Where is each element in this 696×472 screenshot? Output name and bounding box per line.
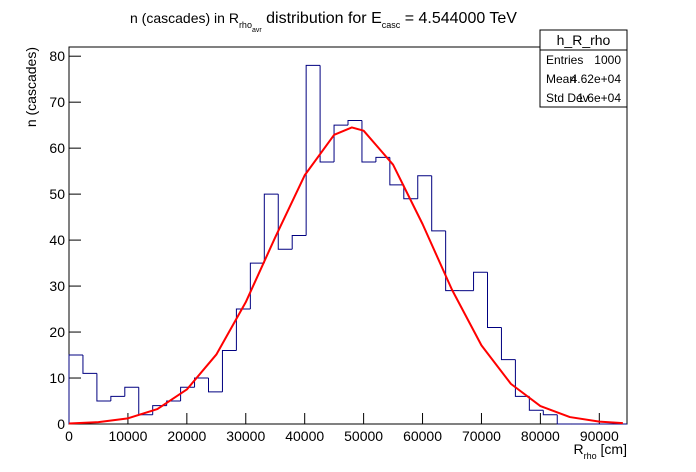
plot-frame (68, 46, 628, 425)
stats-value: 1000 (594, 53, 621, 67)
histogram-bin (82, 355, 97, 374)
y-tick-label: 80 (49, 48, 65, 64)
histogram-bin (291, 235, 307, 250)
histogram-bin (361, 120, 376, 163)
stats-label: Std Dev (546, 91, 589, 105)
x-tick-label: 60000 (403, 428, 442, 444)
histogram-bin (263, 193, 279, 264)
histogram-bin (431, 175, 446, 232)
histogram-bin (445, 230, 460, 292)
y-axis-label: n (cascades) (23, 47, 39, 127)
histogram-bin (235, 308, 251, 351)
title-part: distribution for E (262, 10, 382, 27)
x-tick-label: 90000 (580, 428, 619, 444)
y-tick-label: 40 (49, 232, 65, 248)
y-tick-label: 30 (49, 278, 65, 294)
histogram-bin (68, 354, 83, 424)
y-tick-label: 50 (49, 186, 65, 202)
title-part: = 4.544000 TeV (400, 10, 517, 27)
x-tick-label: 40000 (285, 428, 324, 444)
histogram-bin (194, 377, 209, 388)
stats-label: Mean (546, 72, 576, 86)
y-tick-label: 0 (57, 416, 65, 432)
histogram-bin (542, 410, 558, 416)
histogram-bin (305, 64, 321, 236)
stats-value: 1.6e+04 (577, 91, 621, 105)
histogram-bin (556, 414, 572, 425)
histogram-bin (208, 378, 223, 393)
x-label-part: R (574, 441, 584, 457)
histogram-bin (333, 124, 348, 162)
histogram-bin (277, 194, 293, 250)
x-tick-label: 50000 (344, 428, 383, 444)
histogram-bin (500, 327, 516, 361)
title-sub: casc (382, 20, 401, 30)
histogram-bin (487, 272, 502, 328)
title-part: n (cascades) in R (130, 10, 239, 26)
histogram-bin (389, 157, 404, 186)
x-tick-label: 30000 (226, 428, 265, 444)
x-label-part: [cm] (597, 441, 627, 457)
stats-title: h_R_rho (557, 32, 611, 48)
histogram-bin (347, 120, 362, 126)
histogram-bin (110, 395, 125, 402)
histogram-bin (514, 359, 530, 397)
y-tick-label: 70 (49, 94, 65, 110)
histogram-bin (528, 396, 544, 411)
x-tick-label: 20000 (167, 428, 206, 444)
histogram-bin (473, 271, 488, 291)
y-tick-label: 60 (49, 140, 65, 156)
title-subsub: avr (252, 27, 262, 34)
x-tick-label: 10000 (108, 428, 147, 444)
y-tick-label: 10 (49, 370, 65, 386)
fit-curve (68, 126, 623, 425)
x-label-sub: rho (584, 451, 597, 461)
title-sub: rho (239, 20, 252, 30)
stats-box (539, 29, 628, 108)
stats-label: Entries (546, 53, 583, 67)
histogram-bin (403, 184, 418, 200)
x-tick-label: 0 (65, 428, 73, 444)
histogram-bin (319, 65, 335, 163)
chart-title: n (cascades) in Rrhoavr distribution for… (130, 10, 517, 34)
histogram-bin (375, 156, 390, 162)
histogram-bin (124, 386, 139, 397)
x-tick-label: 80000 (521, 428, 560, 444)
x-tick-label: 70000 (462, 428, 501, 444)
stats-value: 4.62e+04 (571, 72, 622, 86)
histogram-bin (96, 373, 111, 402)
histogram-bin (221, 349, 237, 392)
histogram-bin (417, 175, 432, 199)
x-axis-label: Rrho [cm] (574, 441, 627, 461)
y-tick-label: 20 (49, 324, 65, 340)
